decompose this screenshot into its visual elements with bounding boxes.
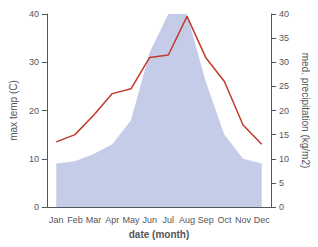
- svg-text:20: 20: [29, 106, 39, 116]
- svg-text:Dec: Dec: [254, 215, 271, 225]
- svg-text:Jan: Jan: [49, 215, 64, 225]
- svg-text:35: 35: [279, 33, 289, 43]
- svg-text:Nov: Nov: [235, 215, 252, 225]
- svg-text:Feb: Feb: [67, 215, 83, 225]
- svg-text:Apr: Apr: [105, 215, 119, 225]
- svg-text:max temp (C): max temp (C): [8, 80, 19, 141]
- svg-text:Mar: Mar: [86, 215, 102, 225]
- svg-text:30: 30: [279, 57, 289, 67]
- svg-text:Oct: Oct: [217, 215, 232, 225]
- svg-text:date (month): date (month): [129, 229, 190, 240]
- svg-text:30: 30: [29, 57, 39, 67]
- svg-text:Aug: Aug: [179, 215, 195, 225]
- svg-text:15: 15: [279, 130, 289, 140]
- svg-text:10: 10: [279, 154, 289, 164]
- svg-text:med. precipitation (kg/m2): med. precipitation (kg/m2): [300, 53, 311, 169]
- svg-text:Sep: Sep: [198, 215, 214, 225]
- svg-text:40: 40: [29, 9, 39, 19]
- svg-text:Jul: Jul: [163, 215, 175, 225]
- svg-text:10: 10: [29, 154, 39, 164]
- svg-text:May: May: [122, 215, 140, 225]
- svg-text:5: 5: [279, 178, 284, 188]
- svg-text:0: 0: [34, 202, 39, 212]
- svg-text:0: 0: [279, 202, 284, 212]
- svg-text:40: 40: [279, 9, 289, 19]
- svg-text:20: 20: [279, 106, 289, 116]
- svg-text:Jun: Jun: [142, 215, 157, 225]
- svg-text:25: 25: [279, 81, 289, 91]
